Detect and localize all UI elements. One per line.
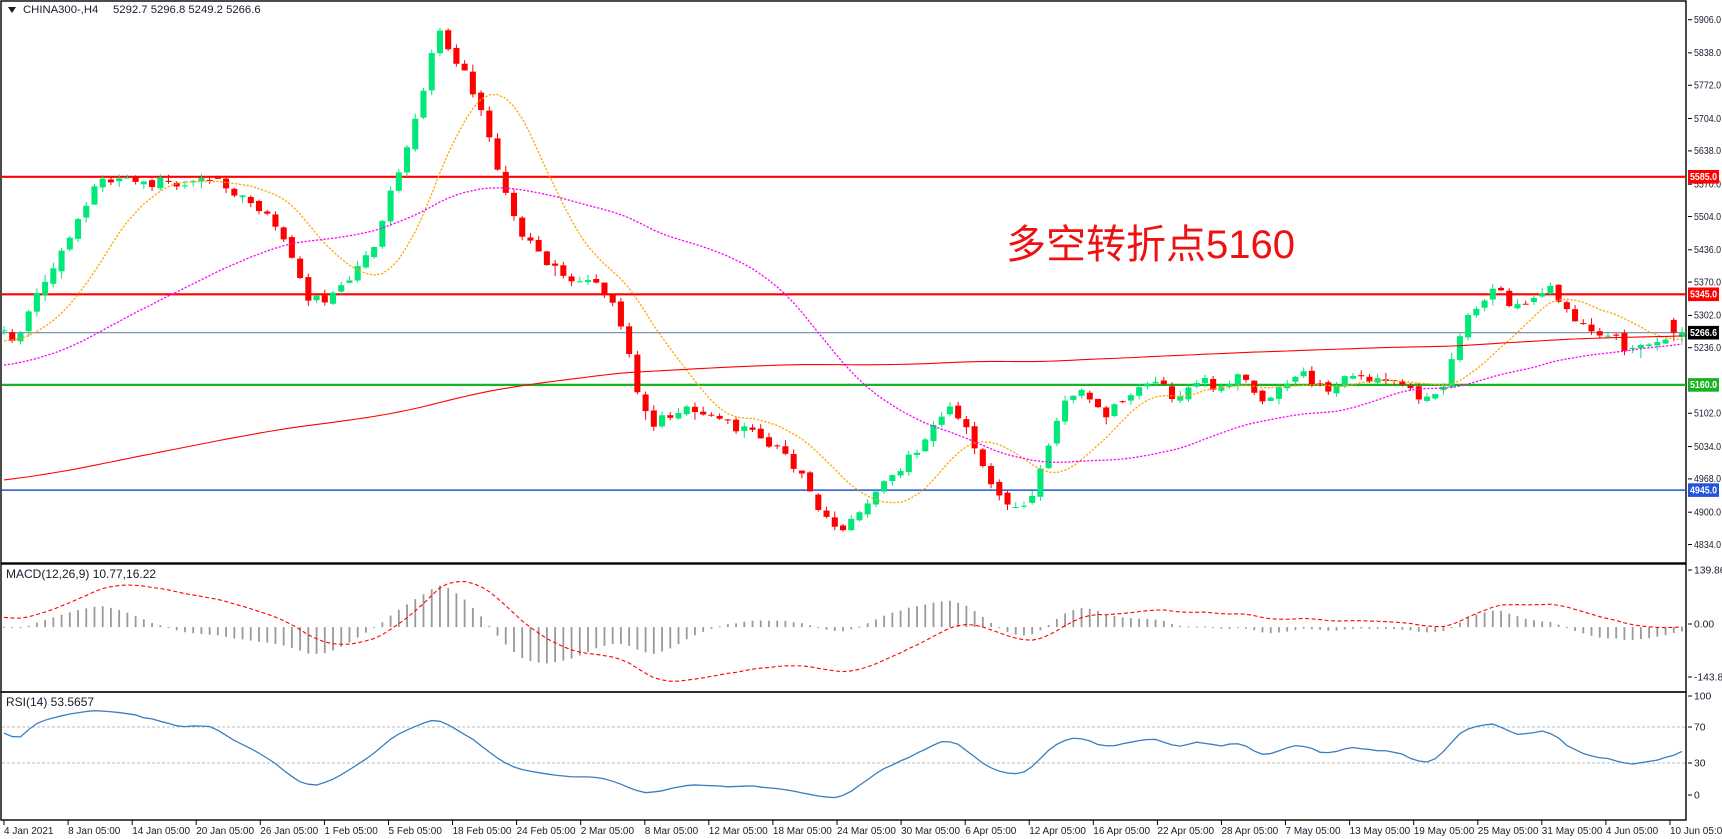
svg-text:10 Jun 05:00: 10 Jun 05:00	[1670, 826, 1722, 837]
svg-text:4900.0: 4900.0	[1694, 508, 1721, 519]
svg-text:MACD(12,26,9) 10.77,16.22: MACD(12,26,9) 10.77,16.22	[6, 567, 156, 581]
svg-text:多空转折点5160: 多空转折点5160	[1006, 223, 1295, 267]
svg-text:139.86: 139.86	[1694, 565, 1722, 576]
svg-text:24 Mar 05:00: 24 Mar 05:00	[837, 826, 896, 837]
svg-text:70: 70	[1694, 722, 1706, 733]
svg-text:31 May 05:00: 31 May 05:00	[1542, 826, 1603, 837]
svg-text:18 Mar 05:00: 18 Mar 05:00	[773, 826, 832, 837]
svg-text:5436.0: 5436.0	[1694, 245, 1721, 256]
svg-text:4 Jan 2021: 4 Jan 2021	[4, 826, 54, 837]
svg-text:6 Apr 05:00: 6 Apr 05:00	[965, 826, 1017, 837]
svg-text:18 Feb 05:00: 18 Feb 05:00	[453, 826, 512, 837]
svg-text:5906.0: 5906.0	[1694, 15, 1721, 26]
svg-text:5034.0: 5034.0	[1694, 442, 1721, 453]
svg-text:22 Apr 05:00: 22 Apr 05:00	[1157, 826, 1214, 837]
svg-text:4834.0: 4834.0	[1694, 540, 1721, 551]
svg-text:5370.0: 5370.0	[1694, 277, 1721, 288]
svg-text:25 May 05:00: 25 May 05:00	[1478, 826, 1539, 837]
svg-text:28 Apr 05:00: 28 Apr 05:00	[1222, 826, 1279, 837]
svg-text:0: 0	[1694, 790, 1700, 801]
svg-text:4945.0: 4945.0	[1690, 485, 1717, 496]
svg-text:5 Feb 05:00: 5 Feb 05:00	[389, 826, 443, 837]
svg-text:24 Feb 05:00: 24 Feb 05:00	[517, 826, 576, 837]
svg-text:0.00: 0.00	[1694, 619, 1714, 630]
svg-text:5302.0: 5302.0	[1694, 311, 1721, 322]
svg-text:30 Mar 05:00: 30 Mar 05:00	[901, 826, 960, 837]
svg-text:30: 30	[1694, 758, 1706, 769]
svg-text:5345.0: 5345.0	[1690, 290, 1717, 301]
svg-text:14 Jan 05:00: 14 Jan 05:00	[132, 826, 190, 837]
svg-text:1 Feb 05:00: 1 Feb 05:00	[324, 826, 378, 837]
svg-text:12 Mar 05:00: 12 Mar 05:00	[709, 826, 768, 837]
svg-text:4 Jun 05:00: 4 Jun 05:00	[1606, 826, 1659, 837]
svg-text:5704.0: 5704.0	[1694, 114, 1721, 125]
svg-text:8 Jan 05:00: 8 Jan 05:00	[68, 826, 121, 837]
svg-text:7 May 05:00: 7 May 05:00	[1286, 826, 1341, 837]
svg-text:5292.7 5296.8 5249.2 5266.6: 5292.7 5296.8 5249.2 5266.6	[113, 4, 261, 16]
svg-text:5160.0: 5160.0	[1690, 380, 1717, 391]
svg-text:5102.0: 5102.0	[1694, 409, 1721, 420]
svg-text:5585.0: 5585.0	[1690, 172, 1717, 183]
svg-text:CHINA300-,H4: CHINA300-,H4	[23, 4, 98, 16]
svg-text:5638.0: 5638.0	[1694, 146, 1721, 157]
svg-text:5504.0: 5504.0	[1694, 212, 1721, 223]
svg-text:5236.0: 5236.0	[1694, 343, 1721, 354]
svg-text:13 May 05:00: 13 May 05:00	[1350, 826, 1411, 837]
svg-text:12 Apr 05:00: 12 Apr 05:00	[1029, 826, 1086, 837]
svg-text:5772.0: 5772.0	[1694, 81, 1721, 92]
svg-text:RSI(14) 53.5657: RSI(14) 53.5657	[6, 695, 94, 709]
svg-text:16 Apr 05:00: 16 Apr 05:00	[1093, 826, 1150, 837]
svg-text:5838.0: 5838.0	[1694, 48, 1721, 59]
svg-text:5266.6: 5266.6	[1690, 328, 1717, 339]
svg-text:100: 100	[1694, 691, 1711, 702]
svg-text:-143.82: -143.82	[1694, 672, 1722, 683]
svg-text:26 Jan 05:00: 26 Jan 05:00	[260, 826, 318, 837]
svg-text:19 May 05:00: 19 May 05:00	[1414, 826, 1475, 837]
svg-text:8 Mar 05:00: 8 Mar 05:00	[645, 826, 699, 837]
svg-text:20 Jan 05:00: 20 Jan 05:00	[196, 826, 254, 837]
svg-text:2 Mar 05:00: 2 Mar 05:00	[581, 826, 635, 837]
